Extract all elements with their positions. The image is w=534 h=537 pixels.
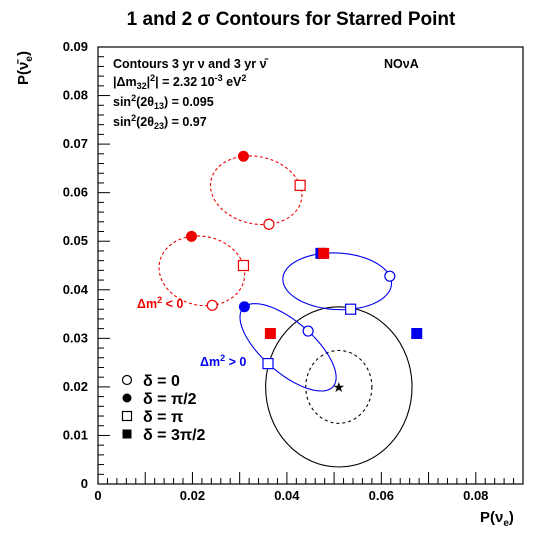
svg-text:Δm2 > 0: Δm2 > 0 [200, 353, 246, 369]
ellipse-inverted-2 [209, 155, 303, 226]
y-axis: 0 0.01 0.02 0.03 0.04 0.05 0.06 0.07 0.08 0.09 [63, 39, 110, 491]
legend: δ = 0δ = π/2δ = πδ = 3π/2 [121, 373, 206, 444]
x-tick-label: 0 [94, 488, 101, 503]
marker-inverted [318, 247, 330, 259]
svg-text:P(ν̄e): P(ν̄e) [15, 51, 35, 85]
plot-frame [97, 46, 524, 485]
y-tick-label: 0.07 [63, 136, 88, 151]
y-tick-label: 0.08 [63, 88, 88, 103]
star-point: ★ [333, 379, 346, 395]
experiment-label: NOνA [384, 57, 419, 71]
legend-marker [121, 410, 133, 422]
x-tick-label: 0.02 [180, 488, 205, 503]
marker-normal [262, 357, 274, 370]
marker-inverted [186, 230, 197, 242]
contours: ★ [265, 306, 413, 468]
ellipse-inverted-1 [158, 235, 246, 307]
chart-title: 1 and 2 σ Contours for Starred Point [127, 9, 456, 30]
series-markers [186, 150, 423, 370]
legend-label: δ = π [143, 409, 183, 426]
marker-inverted [264, 327, 276, 339]
legend-marker [121, 374, 133, 386]
x-axis: 0 0.02 0.04 0.06 0.08 [94, 472, 524, 503]
y-axis-label: P(ν̄e) [15, 51, 35, 85]
legend-label: δ = 3π/2 [143, 427, 206, 444]
marker-normal [302, 325, 314, 337]
marker-inverted [237, 259, 250, 272]
marker-normal [384, 270, 396, 282]
ellipse-normal-1 [239, 303, 337, 392]
info-line-2: |Δm32|2| = 2.32 10-3 eV2 [113, 73, 246, 91]
marker-inverted [263, 218, 275, 230]
contour-1sigma [305, 349, 373, 424]
info-line-3: sin2(2θ13) = 0.095 [113, 93, 214, 111]
series-label-inverted: Δm2 < 0 [137, 295, 183, 311]
marker-normal [411, 327, 423, 339]
legend-marker [122, 393, 132, 403]
x-tick-label: 0.08 [463, 488, 488, 503]
marker-inverted [294, 179, 306, 191]
info-line-1: Contours 3 yr ν and 3 yr ν̄ [113, 57, 269, 71]
svg-text:Δm2 < 0: Δm2 < 0 [137, 295, 183, 311]
contour-2sigma [265, 306, 413, 468]
y-tick-label: 0.09 [63, 39, 88, 54]
info-block: Contours 3 yr ν and 3 yr ν̄ |Δm32|2| = 2… [113, 57, 419, 131]
svg-text:P(νe): P(νe) [480, 509, 514, 529]
legend-label: δ = π/2 [143, 391, 197, 408]
marker-inverted [206, 299, 218, 311]
y-tick-label: 0 [81, 476, 88, 491]
x-tick-label: 0.06 [369, 488, 394, 503]
series-label-normal: Δm2 > 0 [200, 353, 246, 369]
legend-label: δ = 0 [143, 373, 180, 390]
legend-marker [122, 429, 132, 439]
y-tick-label: 0.02 [63, 379, 88, 394]
y-tick-label: 0.03 [63, 330, 88, 345]
marker-normal [345, 303, 357, 315]
ellipse-normal-2 [282, 252, 393, 311]
x-axis-label: P(νe) [480, 509, 514, 529]
info-line-4: sin2(2θ23) = 0.97 [113, 113, 207, 131]
marker-inverted [237, 150, 249, 162]
y-tick-label: 0.04 [63, 282, 89, 297]
y-tick-label: 0.06 [63, 185, 88, 200]
y-tick-label: 0.05 [63, 233, 88, 248]
y-tick-label: 0.01 [63, 427, 88, 442]
marker-normal [238, 301, 250, 313]
x-tick-label: 0.04 [274, 488, 300, 503]
